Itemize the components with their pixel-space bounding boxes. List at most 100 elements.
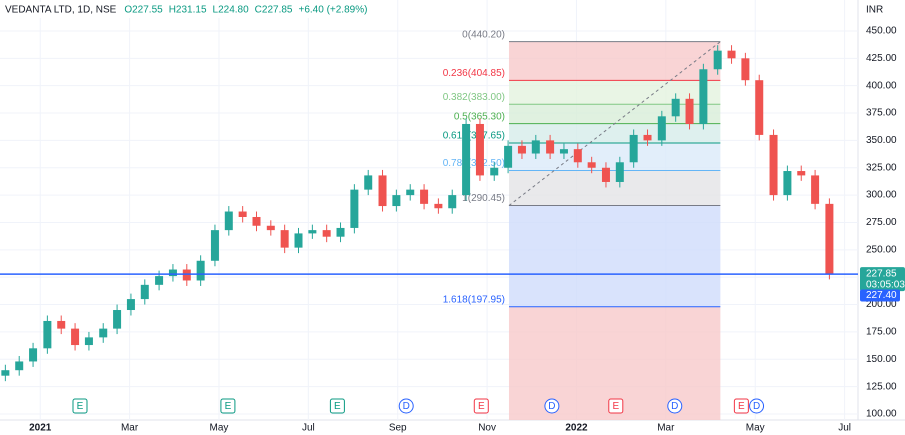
price-label: 227.85 — [866, 269, 897, 280]
candle-body — [755, 80, 764, 135]
price-label-box — [860, 267, 905, 292]
quote-value: O227.55 — [124, 5, 163, 16]
y-tick-label: 325.00 — [866, 162, 897, 173]
fib-zone — [508, 123, 721, 143]
event-label: D — [548, 401, 555, 412]
quote-value: L224.80 — [213, 5, 250, 16]
candle-body — [210, 230, 219, 261]
event-label: E — [77, 401, 84, 412]
candle-body — [573, 149, 582, 163]
candle-body — [615, 162, 624, 182]
fib-zone — [508, 80, 721, 105]
candle-body — [15, 361, 24, 371]
event-marker — [72, 398, 88, 414]
candle-body — [643, 134, 652, 141]
candle-body — [29, 348, 38, 362]
candle-body — [364, 175, 373, 190]
event-marker — [544, 398, 560, 414]
x-tick-label: Mar — [657, 423, 675, 434]
candle-body — [531, 140, 540, 154]
candle-body — [434, 203, 443, 209]
y-tick-label: 450.00 — [866, 26, 897, 37]
candle-body — [266, 225, 275, 231]
event-marker — [473, 398, 489, 414]
event-label: E — [478, 401, 485, 412]
event-label: E — [225, 401, 232, 412]
y-tick-label: 400.00 — [866, 80, 897, 91]
candle-body — [84, 337, 93, 346]
x-tick-label: Mar — [121, 423, 139, 434]
candle-body — [126, 299, 135, 311]
y-tick-label: 275.00 — [866, 217, 897, 228]
candle-body — [406, 189, 415, 196]
candle-body — [378, 175, 387, 207]
candle-body — [490, 167, 499, 176]
candle-body — [713, 50, 722, 70]
y-tick-label: 200.00 — [866, 299, 897, 310]
quote-value: H231.15 — [169, 5, 207, 16]
price-timer: 03:05:03 — [866, 280, 905, 291]
event-marker — [733, 398, 749, 414]
candle-body — [113, 310, 122, 329]
candle-body — [57, 320, 66, 329]
candle-body — [783, 171, 792, 196]
event-marker — [398, 398, 414, 414]
quote-value: +6.40 (+2.89%) — [298, 5, 367, 16]
candle-body — [685, 98, 694, 124]
candle-body — [155, 276, 164, 285]
fib-label: 1(290.45) — [462, 193, 505, 204]
candle-body — [1, 370, 10, 376]
y-tick-label: 150.00 — [866, 354, 897, 365]
event-label: E — [738, 401, 745, 412]
x-tick-label: Sep — [389, 423, 407, 434]
x-tick-label: May — [210, 423, 229, 434]
candle-body — [280, 230, 289, 248]
candle-body — [99, 328, 108, 338]
candle-body — [741, 58, 750, 81]
y-tick-label: 300.00 — [866, 190, 897, 201]
event-label: D — [403, 401, 410, 412]
fib-trend-line — [508, 41, 721, 206]
candle-body — [168, 269, 177, 277]
candle-body — [671, 98, 680, 117]
candle-body — [587, 162, 596, 168]
chart-title: VEDANTA LTD, 1D, NSE — [5, 5, 117, 16]
event-marker — [329, 398, 345, 414]
event-marker — [667, 398, 683, 414]
fib-zone — [508, 142, 721, 171]
candle-body — [336, 227, 345, 237]
fib-label: 0(440.20) — [462, 29, 505, 40]
candle-body — [252, 216, 261, 226]
candle-body — [475, 123, 484, 176]
event-marker — [608, 398, 624, 414]
candle-body — [601, 167, 610, 182]
x-tick-label: 2022 — [565, 423, 588, 434]
candle-body — [462, 123, 471, 196]
bid-label-box — [860, 289, 900, 302]
fib-label: 0.786(322.50) — [443, 158, 505, 169]
event-label: E — [612, 401, 619, 412]
event-marker — [220, 398, 236, 414]
candle-body — [769, 134, 778, 196]
candle-body — [811, 175, 820, 204]
fib-label: 0.382(383.00) — [443, 92, 505, 103]
candle-body — [517, 145, 526, 154]
candle-body — [308, 230, 317, 234]
fib-label: 0.5(365.30) — [454, 111, 505, 122]
event-label: D — [671, 401, 678, 412]
y-tick-label: 375.00 — [866, 108, 897, 119]
y-tick-label: 250.00 — [866, 244, 897, 255]
fib-label: 0.618(347.65) — [443, 131, 505, 142]
candle-body — [699, 69, 708, 124]
header-bg — [0, 2, 330, 18]
event-label: E — [334, 401, 341, 412]
y-tick-label: 175.00 — [866, 327, 897, 338]
quote-value: C227.85 — [255, 5, 293, 16]
candle-body — [504, 145, 513, 168]
x-tick-label: Jul — [302, 423, 315, 434]
candle-body — [420, 189, 429, 204]
candle-body — [727, 50, 736, 59]
